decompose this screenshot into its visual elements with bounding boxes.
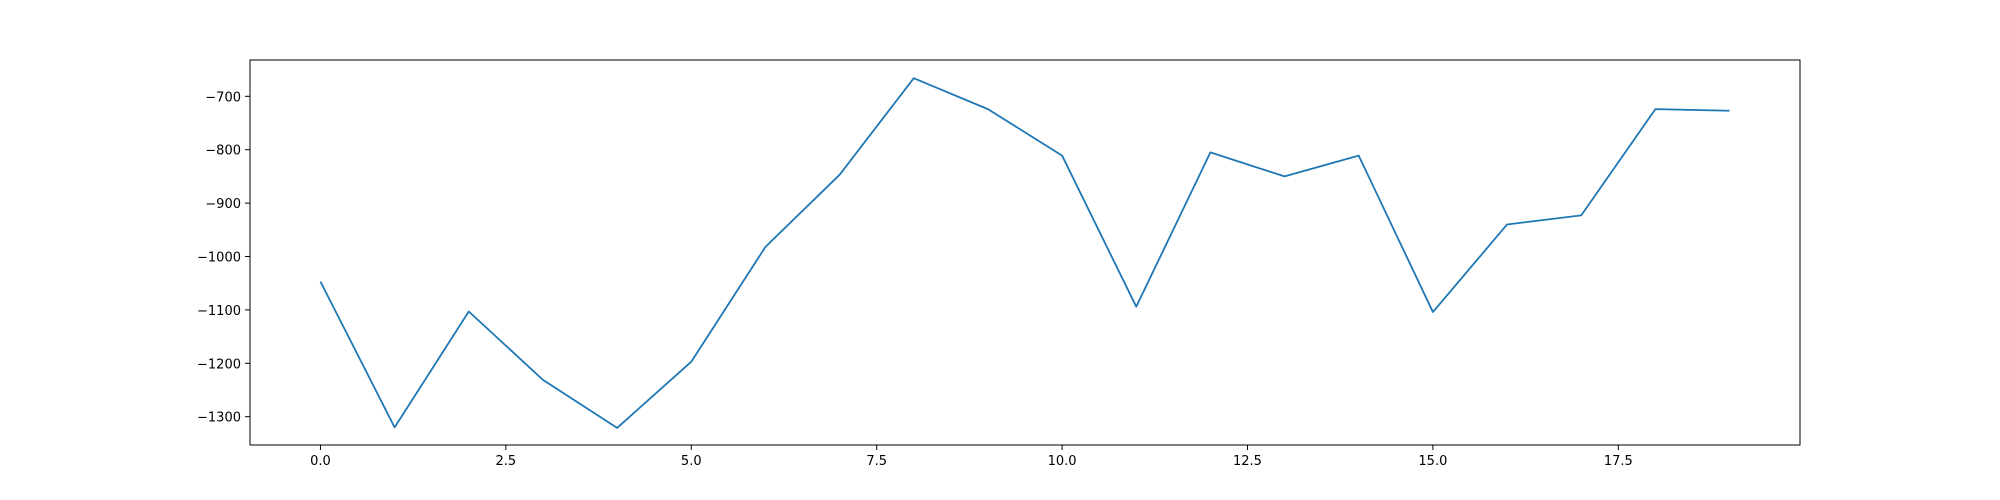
- plot-area: [250, 60, 1800, 445]
- x-tick-label: 12.5: [1233, 454, 1262, 469]
- plot-frame: [249, 59, 1801, 446]
- x-axis: 0.0 2.5 5.0 7.5 10.0 12.5 15.0 17.5: [310, 445, 1633, 469]
- y-tick-label: −900: [205, 197, 241, 212]
- y-tick-label: −1300: [197, 411, 241, 426]
- y-tick-label: −1100: [197, 304, 241, 319]
- y-axis: −1300 −1200 −1100 −1000 −900 −800 −700: [197, 90, 250, 426]
- x-tick-label: 7.5: [866, 454, 887, 469]
- series-line-0: [319, 77, 1730, 429]
- y-tick-label: −700: [205, 90, 241, 105]
- series-layer: [319, 77, 1730, 429]
- x-tick-label: 2.5: [496, 454, 517, 469]
- y-tick-label: −800: [205, 144, 241, 159]
- y-tick-label: −1000: [197, 251, 241, 266]
- x-tick-label: 5.0: [681, 454, 702, 469]
- x-tick-label: 15.0: [1418, 454, 1447, 469]
- x-tick-label: 10.0: [1048, 454, 1077, 469]
- y-tick-label: −1200: [197, 357, 241, 372]
- x-tick-label: 17.5: [1604, 454, 1633, 469]
- x-tick-label: 0.0: [310, 454, 331, 469]
